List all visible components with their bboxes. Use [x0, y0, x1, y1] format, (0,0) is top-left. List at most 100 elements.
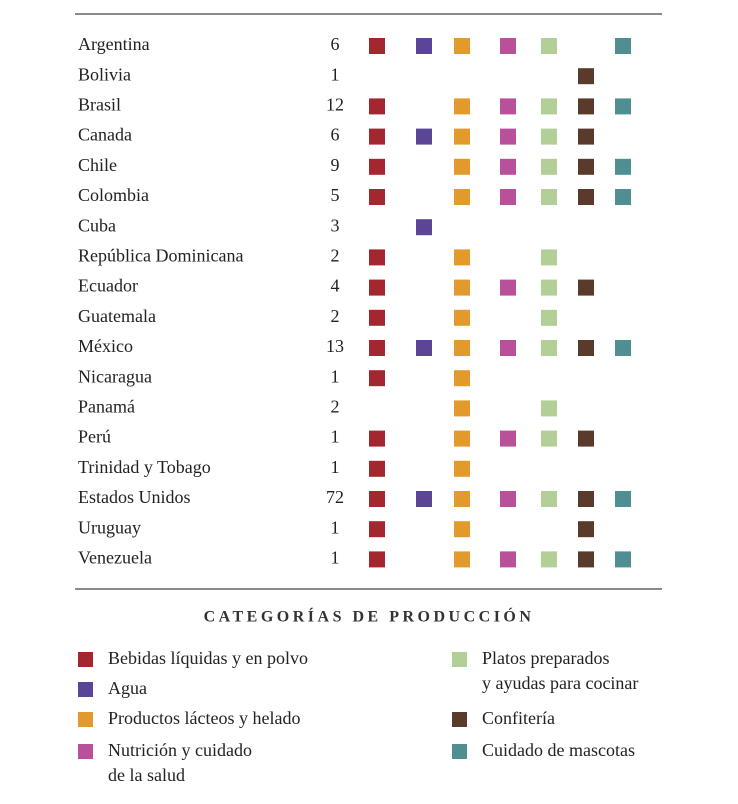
category-marker: [615, 158, 631, 175]
count: 5: [331, 185, 340, 205]
category-marker: [454, 521, 470, 538]
category-marker: [416, 219, 432, 236]
category-marker: [454, 128, 470, 145]
category-marker: [454, 38, 470, 54]
category-marker: [454, 249, 470, 266]
category-marker: [416, 128, 432, 145]
country: Cuba: [78, 215, 116, 235]
count: 2: [331, 397, 340, 417]
category-marker: [416, 38, 432, 54]
country: Colombia: [78, 185, 149, 205]
category-marker: [416, 340, 432, 356]
category-marker: [454, 158, 470, 175]
category-marker: [369, 128, 385, 145]
count: 2: [331, 246, 340, 266]
category-marker: [541, 551, 557, 568]
country: Canada: [78, 125, 132, 145]
country: Ecuador: [78, 276, 138, 296]
legend-swatch: [452, 652, 467, 667]
category-marker: [454, 491, 470, 507]
category-marker: [578, 521, 594, 538]
category-marker: [615, 491, 631, 507]
category-marker: [541, 189, 557, 205]
category-marker: [578, 98, 594, 115]
category-marker: [500, 189, 516, 205]
category-marker: [369, 460, 385, 477]
legend-label: Cuidado de mascotas: [482, 740, 635, 760]
legend-label: Agua: [108, 678, 147, 698]
count: 1: [331, 64, 340, 84]
category-marker: [369, 551, 385, 568]
count: 1: [331, 457, 340, 477]
category-marker: [416, 491, 432, 507]
category-marker: [541, 340, 557, 356]
legend-swatch: [78, 652, 93, 667]
category-marker: [500, 128, 516, 145]
count: 4: [331, 276, 340, 296]
category-marker: [454, 340, 470, 356]
count: 9: [331, 155, 340, 175]
category-marker: [578, 491, 594, 507]
category-marker: [454, 400, 470, 417]
count: 1: [331, 517, 340, 537]
legend-label: de la salud: [108, 765, 185, 785]
category-marker: [369, 309, 385, 326]
category-marker: [578, 68, 594, 85]
country: Venezuela: [78, 548, 152, 568]
count: 72: [326, 487, 344, 507]
count: 6: [331, 125, 340, 145]
category-marker: [369, 279, 385, 296]
category-marker: [578, 430, 594, 447]
category-marker: [541, 249, 557, 266]
count: 3: [331, 215, 340, 235]
category-marker: [541, 158, 557, 175]
country: Bolivia: [78, 64, 131, 84]
category-marker: [541, 279, 557, 296]
legend-label: y ayudas para cocinar: [482, 673, 638, 693]
category-marker: [578, 279, 594, 296]
category-marker: [541, 309, 557, 326]
legend-label: Bebidas líquidas y en polvo: [108, 648, 308, 668]
category-marker: [454, 370, 470, 387]
category-marker: [369, 98, 385, 115]
category-marker: [369, 189, 385, 205]
country: Perú: [78, 427, 111, 447]
country: Trinidad y Tobago: [78, 457, 211, 477]
category-marker: [541, 400, 557, 417]
legend-label: Nutrición y cuidado: [108, 740, 252, 760]
category-marker: [615, 189, 631, 205]
category-marker: [369, 521, 385, 538]
country: Argentina: [78, 34, 150, 54]
category-marker: [541, 491, 557, 507]
category-marker: [369, 38, 385, 54]
count: 1: [331, 366, 340, 386]
category-marker: [615, 340, 631, 356]
category-marker: [541, 98, 557, 115]
country: Estados Unidos: [78, 487, 191, 507]
category-marker: [454, 430, 470, 447]
legend-swatch: [78, 712, 93, 727]
category-marker: [541, 430, 557, 447]
country: Panamá: [78, 397, 135, 417]
legend-swatch: [452, 744, 467, 759]
count: 13: [326, 336, 344, 356]
category-marker: [500, 98, 516, 115]
category-marker: [615, 551, 631, 568]
count: 1: [331, 548, 340, 568]
category-marker: [500, 491, 516, 507]
country: Guatemala: [78, 306, 156, 326]
category-marker: [578, 551, 594, 568]
count: 2: [331, 306, 340, 326]
category-marker: [578, 340, 594, 356]
legend-swatch: [452, 712, 467, 727]
category-marker: [454, 309, 470, 326]
category-marker: [454, 460, 470, 477]
country: Chile: [78, 155, 117, 175]
count: 12: [326, 95, 344, 115]
legend-swatch: [78, 744, 93, 759]
category-marker: [578, 128, 594, 145]
category-marker: [500, 430, 516, 447]
category-marker: [500, 279, 516, 296]
legend-label: Productos lácteos y helado: [108, 708, 300, 728]
category-marker: [578, 158, 594, 175]
